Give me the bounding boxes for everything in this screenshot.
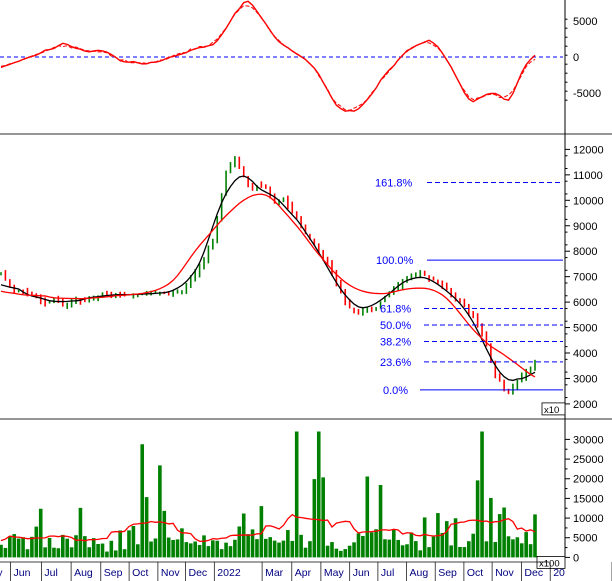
svg-text:61.8%: 61.8% (380, 303, 411, 315)
svg-text:May: May (0, 567, 3, 579)
svg-text:Jul: Jul (381, 567, 394, 579)
svg-text:6000: 6000 (573, 297, 597, 309)
svg-text:Dec: Dec (524, 567, 543, 579)
svg-text:Oct: Oct (467, 567, 483, 579)
svg-text:Nov: Nov (161, 567, 180, 579)
svg-text:Aug: Aug (74, 567, 93, 579)
svg-text:0.0%: 0.0% (383, 385, 408, 397)
svg-text:Mar: Mar (265, 567, 284, 579)
svg-text:30000: 30000 (573, 434, 604, 446)
svg-text:5000: 5000 (573, 16, 597, 28)
svg-text:12000: 12000 (573, 144, 604, 156)
svg-text:Sep: Sep (104, 567, 123, 579)
svg-text:0: 0 (573, 552, 579, 564)
svg-text:5000: 5000 (573, 533, 597, 545)
svg-text:Jun: Jun (353, 567, 370, 579)
svg-text:23.6%: 23.6% (380, 357, 411, 369)
svg-text:2022: 2022 (217, 567, 241, 579)
svg-text:Aug: Aug (410, 567, 429, 579)
svg-text:161.8%: 161.8% (375, 177, 413, 189)
svg-text:Jul: Jul (44, 567, 57, 579)
svg-text:2000: 2000 (573, 399, 597, 411)
svg-text:7000: 7000 (573, 272, 597, 284)
svg-text:15000: 15000 (573, 493, 604, 505)
svg-text:10000: 10000 (573, 513, 604, 525)
svg-text:20000: 20000 (573, 474, 604, 486)
svg-text:11000: 11000 (573, 170, 603, 182)
svg-text:Jun: Jun (14, 567, 31, 579)
svg-text:5000: 5000 (573, 323, 597, 335)
svg-text:9000: 9000 (573, 221, 597, 233)
svg-text:25000: 25000 (573, 454, 604, 466)
svg-text:3000: 3000 (573, 373, 597, 385)
svg-text:Nov: Nov (495, 567, 514, 579)
svg-text:38.2%: 38.2% (380, 337, 411, 349)
svg-text:8000: 8000 (573, 246, 597, 258)
svg-text:-5000: -5000 (573, 88, 601, 100)
svg-text:x10: x10 (544, 405, 559, 416)
svg-text:0: 0 (573, 52, 579, 64)
svg-text:Apr: Apr (295, 567, 312, 579)
svg-text:50.0%: 50.0% (380, 320, 411, 332)
svg-text:100.0%: 100.0% (376, 255, 414, 267)
svg-text:4000: 4000 (573, 348, 597, 360)
svg-text:Sep: Sep (438, 567, 457, 579)
svg-text:Dec: Dec (189, 567, 208, 579)
svg-text:20: 20 (553, 567, 565, 579)
svg-text:May: May (324, 567, 345, 579)
svg-text:10000: 10000 (573, 195, 604, 207)
svg-text:Oct: Oct (132, 567, 148, 579)
